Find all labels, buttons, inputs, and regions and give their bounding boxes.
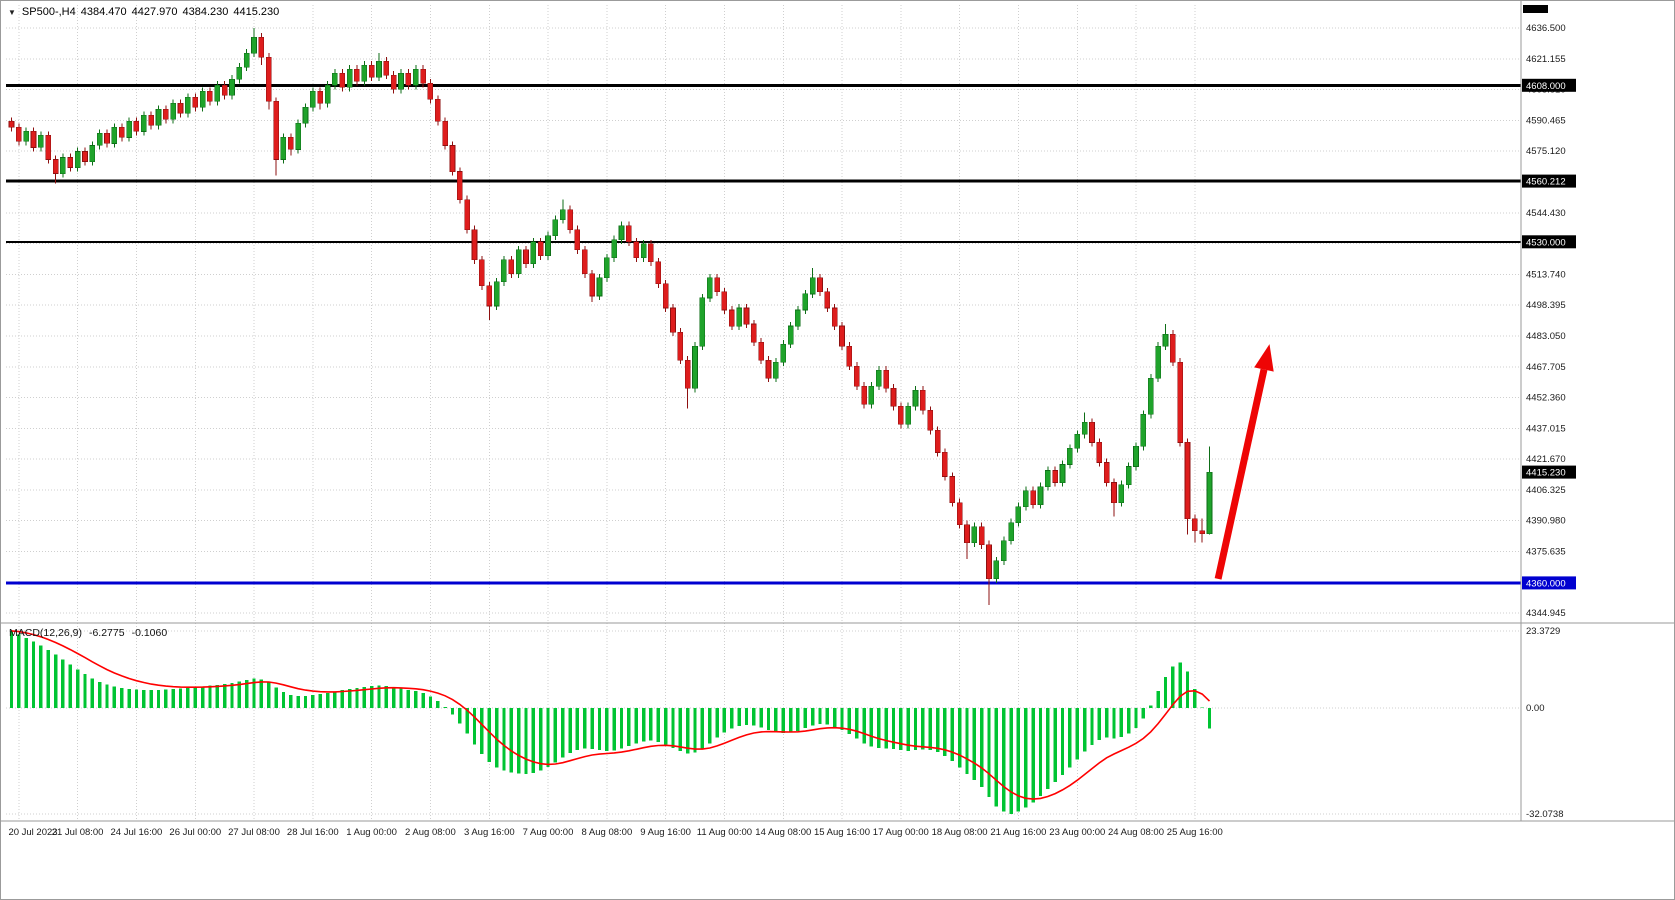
svg-text:-32.0738: -32.0738 (1526, 809, 1564, 820)
macd-signal-line (11, 630, 1211, 800)
svg-text:4621.155: 4621.155 (1526, 54, 1566, 65)
svg-text:24 Aug 08:00: 24 Aug 08:00 (1108, 827, 1164, 838)
svg-text:4344.945: 4344.945 (1526, 608, 1566, 619)
svg-text:4575.120: 4575.120 (1526, 146, 1566, 157)
ohlc-open-value: 4384.470 (80, 6, 127, 18)
svg-text:25 Aug 16:00: 25 Aug 16:00 (1167, 827, 1223, 838)
svg-text:17 Aug 00:00: 17 Aug 00:00 (873, 827, 929, 838)
svg-text:20 Jul 2023: 20 Jul 2023 (8, 827, 57, 838)
svg-text:15 Aug 16:00: 15 Aug 16:00 (814, 827, 870, 838)
panel-dividers (1, 1, 1674, 822)
svg-text:3 Aug 16:00: 3 Aug 16:00 (464, 827, 515, 838)
svg-text:4437.015: 4437.015 (1526, 423, 1566, 434)
svg-text:9 Aug 16:00: 9 Aug 16:00 (640, 827, 691, 838)
svg-text:4390.980: 4390.980 (1526, 516, 1566, 527)
svg-text:24 Jul 16:00: 24 Jul 16:00 (111, 827, 163, 838)
chart-header: ▼ SP500-,H4 4384.470 4427.970 4384.230 4… (8, 6, 279, 18)
svg-text:14 Aug 08:00: 14 Aug 08:00 (755, 827, 811, 838)
svg-text:23.3729: 23.3729 (1526, 626, 1560, 637)
macd-name: MACD(12,26,9) (9, 627, 82, 639)
svg-text:4560.212: 4560.212 (1526, 177, 1566, 188)
ohlc-low-value: 4384.230 (182, 6, 229, 18)
ohlc-close-value: 4415.230 (233, 6, 280, 18)
macd-main-value: -6.2775 (88, 627, 125, 639)
svg-text:28 Jul 16:00: 28 Jul 16:00 (287, 827, 339, 838)
svg-text:4467.705: 4467.705 (1526, 362, 1566, 373)
candles-layer (8, 28, 1213, 605)
svg-text:11 Aug 00:00: 11 Aug 00:00 (697, 827, 752, 838)
macd-signal-value: -0.1060 (131, 627, 168, 639)
svg-text:23 Aug 00:00: 23 Aug 00:00 (1049, 827, 1105, 838)
symbol-timeframe-label: SP500-,H4 (21, 6, 76, 18)
macd-histogram (9, 630, 1212, 814)
svg-text:0.00: 0.00 (1526, 703, 1545, 714)
svg-text:21 Jul 08:00: 21 Jul 08:00 (52, 827, 104, 838)
svg-text:4608.000: 4608.000 (1526, 81, 1566, 92)
svg-text:26 Jul 00:00: 26 Jul 00:00 (169, 827, 221, 838)
svg-text:4483.050: 4483.050 (1526, 331, 1566, 342)
macd-indicator-label: MACD(12,26,9) -6.2775 -0.1060 (9, 627, 167, 639)
svg-text:4513.740: 4513.740 (1526, 269, 1566, 280)
svg-text:4498.395: 4498.395 (1526, 300, 1566, 311)
svg-text:4590.465: 4590.465 (1526, 115, 1566, 126)
svg-text:4530.000: 4530.000 (1526, 237, 1566, 248)
svg-text:4375.635: 4375.635 (1526, 547, 1566, 558)
price-badges: 4608.000 4560.212 4530.000 4360.000 4415.230 (1522, 78, 1576, 590)
svg-text:4360.000: 4360.000 (1526, 578, 1566, 589)
price-axis: 4636.5004621.1554605.8104590.4654575.120… (1526, 23, 1566, 619)
svg-text:2 Aug 08:00: 2 Aug 08:00 (405, 827, 456, 838)
svg-text:27 Jul 08:00: 27 Jul 08:00 (228, 827, 280, 838)
svg-text:18 Aug 08:00: 18 Aug 08:00 (932, 827, 988, 838)
symbol-dropdown-icon[interactable]: ▼ (8, 7, 16, 17)
svg-text:4636.500: 4636.500 (1526, 23, 1566, 34)
svg-text:21 Aug 16:00: 21 Aug 16:00 (990, 827, 1046, 838)
ohlc-high-value: 4427.970 (131, 6, 178, 18)
svg-text:4421.670: 4421.670 (1526, 454, 1566, 465)
svg-text:4406.325: 4406.325 (1526, 485, 1566, 496)
macd-axis: 23.3729 0.00 -32.0738 (1526, 626, 1564, 820)
svg-text:7 Aug 00:00: 7 Aug 00:00 (523, 827, 574, 838)
arrow-annotation[interactable] (1214, 344, 1274, 580)
svg-text:4415.230: 4415.230 (1526, 468, 1566, 479)
axis-corner-marker (1523, 5, 1548, 13)
svg-text:4544.430: 4544.430 (1526, 208, 1566, 219)
svg-text:1 Aug 00:00: 1 Aug 00:00 (346, 827, 397, 838)
svg-text:4452.360: 4452.360 (1526, 393, 1566, 404)
svg-text:8 Aug 08:00: 8 Aug 08:00 (582, 827, 633, 838)
